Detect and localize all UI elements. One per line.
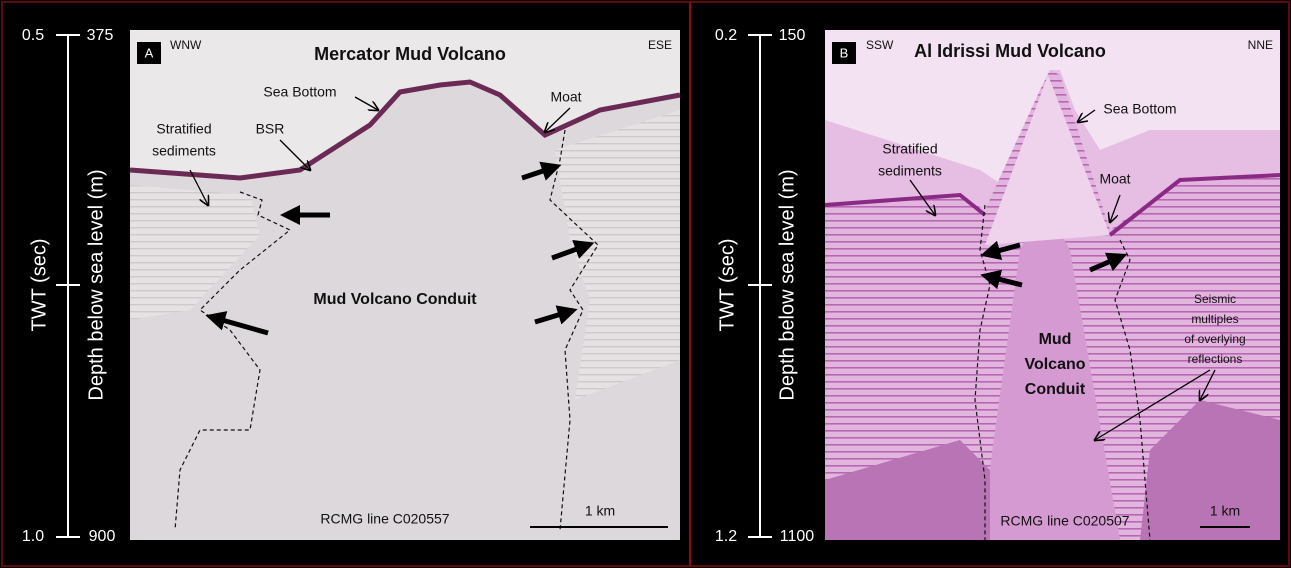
depth-tick: 150 [779, 27, 806, 44]
annotation: Moat [1099, 171, 1130, 187]
annotation: Seismic [1194, 292, 1236, 306]
twt-tick: 0.5 [22, 27, 44, 44]
annotation: sediments [152, 143, 216, 159]
panel-title: Al Idrissi Mud Volcano [914, 41, 1106, 61]
twt-tick: 1.2 [715, 528, 737, 545]
direction: ESE [648, 38, 672, 52]
depth-label: Depth below sea level (m) [85, 169, 107, 400]
panel-title: Mercator Mud Volcano [314, 44, 506, 64]
depth-tick: 1100 [780, 528, 815, 545]
depth-tick: 900 [89, 528, 116, 545]
annotation: multiples [1191, 312, 1238, 326]
annotation: Sea Bottom [1103, 101, 1176, 117]
annotation: Moat [550, 89, 581, 105]
line-name: RCMG line C020507 [1000, 513, 1129, 529]
direction: WNW [170, 38, 202, 52]
scale-label: 1 km [1210, 503, 1240, 519]
line-name: RCMG line C020557 [320, 511, 449, 527]
annotation: Conduit [1025, 381, 1086, 398]
direction: NNE [1248, 38, 1273, 52]
depth-tick: 375 [87, 27, 114, 44]
scale-label: 1 km [585, 503, 615, 519]
annotation: sediments [878, 163, 942, 179]
twt-tick: 1.0 [22, 528, 44, 545]
twt-label: TWT (sec) [28, 239, 50, 332]
annotation: Sea Bottom [263, 84, 336, 100]
twt-tick: 0.2 [715, 27, 737, 44]
annotation: Volcano [1024, 356, 1085, 373]
panel-label: A [145, 45, 154, 60]
annotation: Mud Volcano Conduit [313, 291, 477, 308]
panel-label: B [840, 45, 849, 60]
seismic-image-a [130, 30, 680, 540]
annotation: Mud [1039, 331, 1072, 348]
figure: 0.5 1.0 375 900 TWT (sec) Depth below se… [0, 0, 1291, 568]
annotation: of overlying [1184, 332, 1245, 346]
annotation: Stratified [156, 121, 211, 137]
direction: SSW [866, 38, 894, 52]
depth-label: Depth below sea level (m) [776, 169, 798, 400]
annotation: BSR [256, 121, 285, 137]
annotation: reflections [1188, 352, 1243, 366]
seismic-image-b [825, 30, 1280, 540]
twt-label: TWT (sec) [716, 239, 738, 332]
annotation: Stratified [882, 141, 937, 157]
